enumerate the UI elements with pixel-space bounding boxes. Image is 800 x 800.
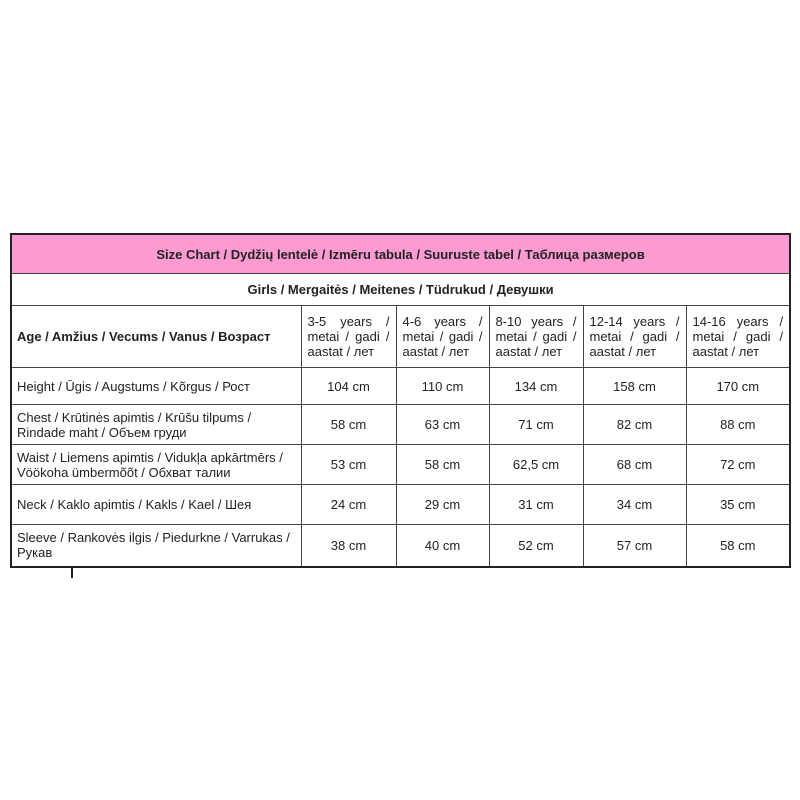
table-row: Chest / Krūtinės apimtis / Krūšu tilpums… bbox=[10, 404, 791, 445]
header-row: Age / Amžius / Vecums / Vanus / Возраст … bbox=[10, 305, 791, 368]
measurement-label: Neck / Kaklo apimtis / Kakls / Kael / Ше… bbox=[10, 484, 302, 525]
measurement-value: 134 cm bbox=[488, 367, 584, 405]
table-row: Waist / Liemens apimtis / Vidukļa apkārt… bbox=[10, 444, 791, 485]
measurement-value: 82 cm bbox=[582, 404, 687, 445]
measurement-label: Chest / Krūtinės apimtis / Krūšu tilpums… bbox=[10, 404, 302, 445]
size-header: 8-10 years / metai / gadi / aastat / лет bbox=[488, 305, 584, 368]
measurement-value: 104 cm bbox=[300, 367, 397, 405]
table-title: Size Chart / Dydžių lentelė / Izmēru tab… bbox=[10, 233, 791, 274]
measurement-value: 35 cm bbox=[685, 484, 791, 525]
table-row: Sleeve / Rankovės ilgis / Piedurkne / Va… bbox=[10, 524, 791, 567]
measurement-value: 38 cm bbox=[300, 524, 397, 567]
measurement-value: 158 cm bbox=[582, 367, 687, 405]
measurement-value: 68 cm bbox=[582, 444, 687, 485]
measurement-value: 88 cm bbox=[685, 404, 791, 445]
measurement-value: 34 cm bbox=[582, 484, 687, 525]
measurement-value: 58 cm bbox=[300, 404, 397, 445]
subtitle-row: Girls / Mergaitės / Meitenes / Tüdrukud … bbox=[10, 273, 791, 306]
table-subtitle: Girls / Mergaitės / Meitenes / Tüdrukud … bbox=[10, 273, 791, 306]
size-chart-table: Size Chart / Dydžių lentelė / Izmēru tab… bbox=[10, 233, 792, 568]
age-header: Age / Amžius / Vecums / Vanus / Возраст bbox=[10, 305, 302, 368]
measurement-value: 58 cm bbox=[685, 524, 791, 567]
title-row: Size Chart / Dydžių lentelė / Izmēru tab… bbox=[10, 233, 791, 274]
measurement-label: Waist / Liemens apimtis / Vidukļa apkārt… bbox=[10, 444, 302, 485]
measurement-value: 62,5 cm bbox=[488, 444, 584, 485]
table-row: Neck / Kaklo apimtis / Kakls / Kael / Ше… bbox=[10, 484, 791, 525]
stray-tick-mark bbox=[71, 566, 73, 578]
size-header: 12-14 years / metai / gadi / aastat / ле… bbox=[582, 305, 687, 368]
measurement-value: 63 cm bbox=[395, 404, 490, 445]
measurement-value: 52 cm bbox=[488, 524, 584, 567]
measurement-value: 24 cm bbox=[300, 484, 397, 525]
measurement-label: Sleeve / Rankovės ilgis / Piedurkne / Va… bbox=[10, 524, 302, 567]
size-header: 14-16 years / metai / gadi / aastat / ле… bbox=[685, 305, 791, 368]
measurement-value: 31 cm bbox=[488, 484, 584, 525]
measurement-value: 71 cm bbox=[488, 404, 584, 445]
measurement-label: Height / Ūgis / Augstums / Kõrgus / Рост bbox=[10, 367, 302, 405]
table-row: Height / Ūgis / Augstums / Kõrgus / Рост… bbox=[10, 367, 791, 405]
measurement-value: 40 cm bbox=[395, 524, 490, 567]
measurement-value: 170 cm bbox=[685, 367, 791, 405]
measurement-value: 53 cm bbox=[300, 444, 397, 485]
measurement-value: 57 cm bbox=[582, 524, 687, 567]
size-header: 3-5 years / metai / gadi / aastat / лет bbox=[300, 305, 397, 368]
measurement-value: 58 cm bbox=[395, 444, 490, 485]
measurement-value: 110 cm bbox=[395, 367, 490, 405]
measurement-value: 72 cm bbox=[685, 444, 791, 485]
measurement-value: 29 cm bbox=[395, 484, 490, 525]
size-header: 4-6 years / metai / gadi / aastat / лет bbox=[395, 305, 490, 368]
